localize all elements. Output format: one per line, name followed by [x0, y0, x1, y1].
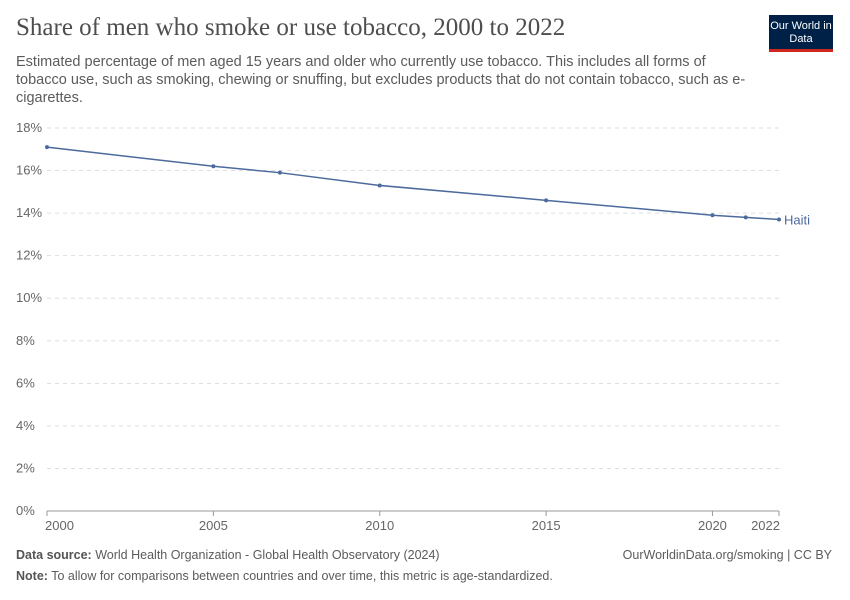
x-tick-label: 2000 — [45, 518, 74, 533]
data-point — [710, 213, 715, 218]
source-text: World Health Organization - Global Healt… — [95, 548, 440, 562]
x-tick-label: 2005 — [199, 518, 228, 533]
y-tick-label: 12% — [16, 248, 42, 263]
data-point — [544, 198, 549, 203]
x-tick-label: 2015 — [532, 518, 561, 533]
note-text: To allow for comparisons between countri… — [51, 569, 553, 583]
y-tick-label: 8% — [16, 333, 35, 348]
x-tick-label: 2022 — [751, 518, 780, 533]
y-tick-label: 0% — [16, 503, 35, 518]
series-label: Haiti — [784, 212, 810, 227]
series-line-haiti — [46, 146, 780, 221]
y-tick-label: 18% — [16, 120, 42, 135]
data-source: Data source: World Health Organization -… — [16, 548, 440, 562]
y-tick-label: 16% — [16, 163, 42, 178]
source-url-link[interactable]: OurWorldinData.org/smoking | CC BY — [622, 548, 832, 562]
data-point — [777, 217, 781, 222]
data-point — [277, 170, 282, 175]
source-label: Data source: — [16, 548, 92, 562]
data-point — [743, 215, 748, 220]
y-tick-label: 4% — [16, 418, 35, 433]
note: Note: To allow for comparisons between c… — [16, 569, 553, 583]
y-tick-label: 6% — [16, 375, 35, 390]
data-point — [377, 183, 382, 188]
y-tick-label: 14% — [16, 205, 42, 220]
x-tick-label: 2010 — [365, 518, 394, 533]
y-tick-label: 10% — [16, 290, 42, 305]
data-point — [211, 164, 216, 169]
data-point — [45, 145, 49, 150]
note-label: Note: — [16, 569, 48, 583]
x-tick-label: 2020 — [698, 518, 727, 533]
chart-subtitle: Estimated percentage of men aged 15 year… — [16, 54, 746, 106]
chart-title: Share of men who smoke or use tobacco, 2… — [16, 14, 566, 41]
owid-logo[interactable]: Our World in Data — [769, 15, 833, 52]
y-tick-label: 2% — [16, 460, 35, 475]
